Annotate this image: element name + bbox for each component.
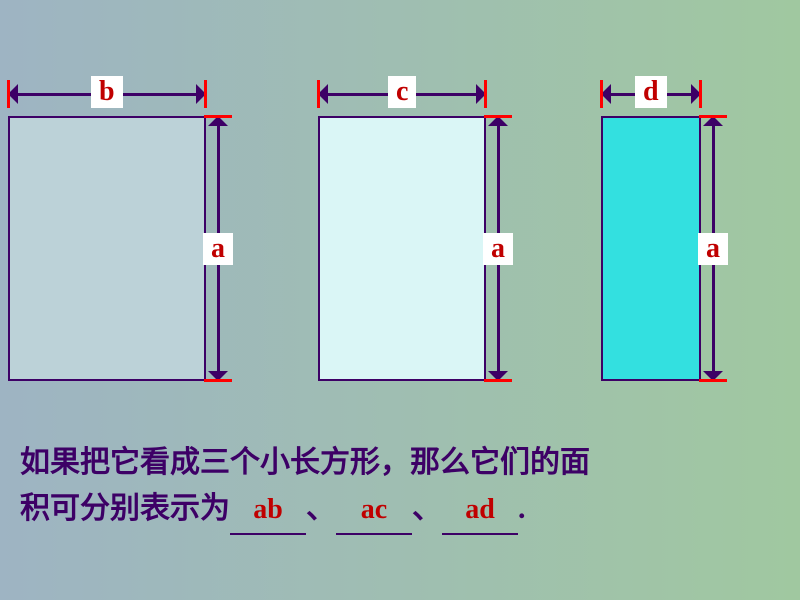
tick-icon (204, 80, 207, 108)
tick-icon (600, 80, 603, 108)
width-label-b: b (91, 76, 123, 108)
answer-2: ac (336, 487, 412, 535)
tick-icon (204, 379, 232, 382)
height-label-a-3: a (698, 233, 728, 265)
tick-icon (699, 379, 727, 382)
sentence-block: 如果把它看成三个小长方形，那么它们的面积可分别表示为ab、ac、ad. (20, 440, 780, 535)
tick-icon (204, 115, 232, 118)
answer-3: ad (442, 487, 518, 535)
sentence-line-2-pre: 积可分别表示为 (20, 492, 230, 525)
tick-icon (7, 80, 10, 108)
tick-icon (484, 115, 512, 118)
tick-icon (317, 80, 320, 108)
height-label-a-2: a (483, 233, 513, 265)
height-label-a-1: a (203, 233, 233, 265)
rect-3 (601, 116, 701, 381)
tick-icon (484, 379, 512, 382)
separator-2: 、 (412, 492, 442, 525)
separator-1: 、 (306, 492, 336, 525)
sentence-period: . (518, 492, 526, 525)
sentence-line-1: 如果把它看成三个小长方形，那么它们的面 (20, 446, 590, 479)
tick-icon (699, 80, 702, 108)
tick-icon (484, 80, 487, 108)
rect-2 (318, 116, 486, 381)
width-label-c: c (388, 76, 416, 108)
tick-icon (699, 115, 727, 118)
answer-1: ab (230, 487, 306, 535)
width-label-d: d (635, 76, 667, 108)
rect-1 (8, 116, 206, 381)
